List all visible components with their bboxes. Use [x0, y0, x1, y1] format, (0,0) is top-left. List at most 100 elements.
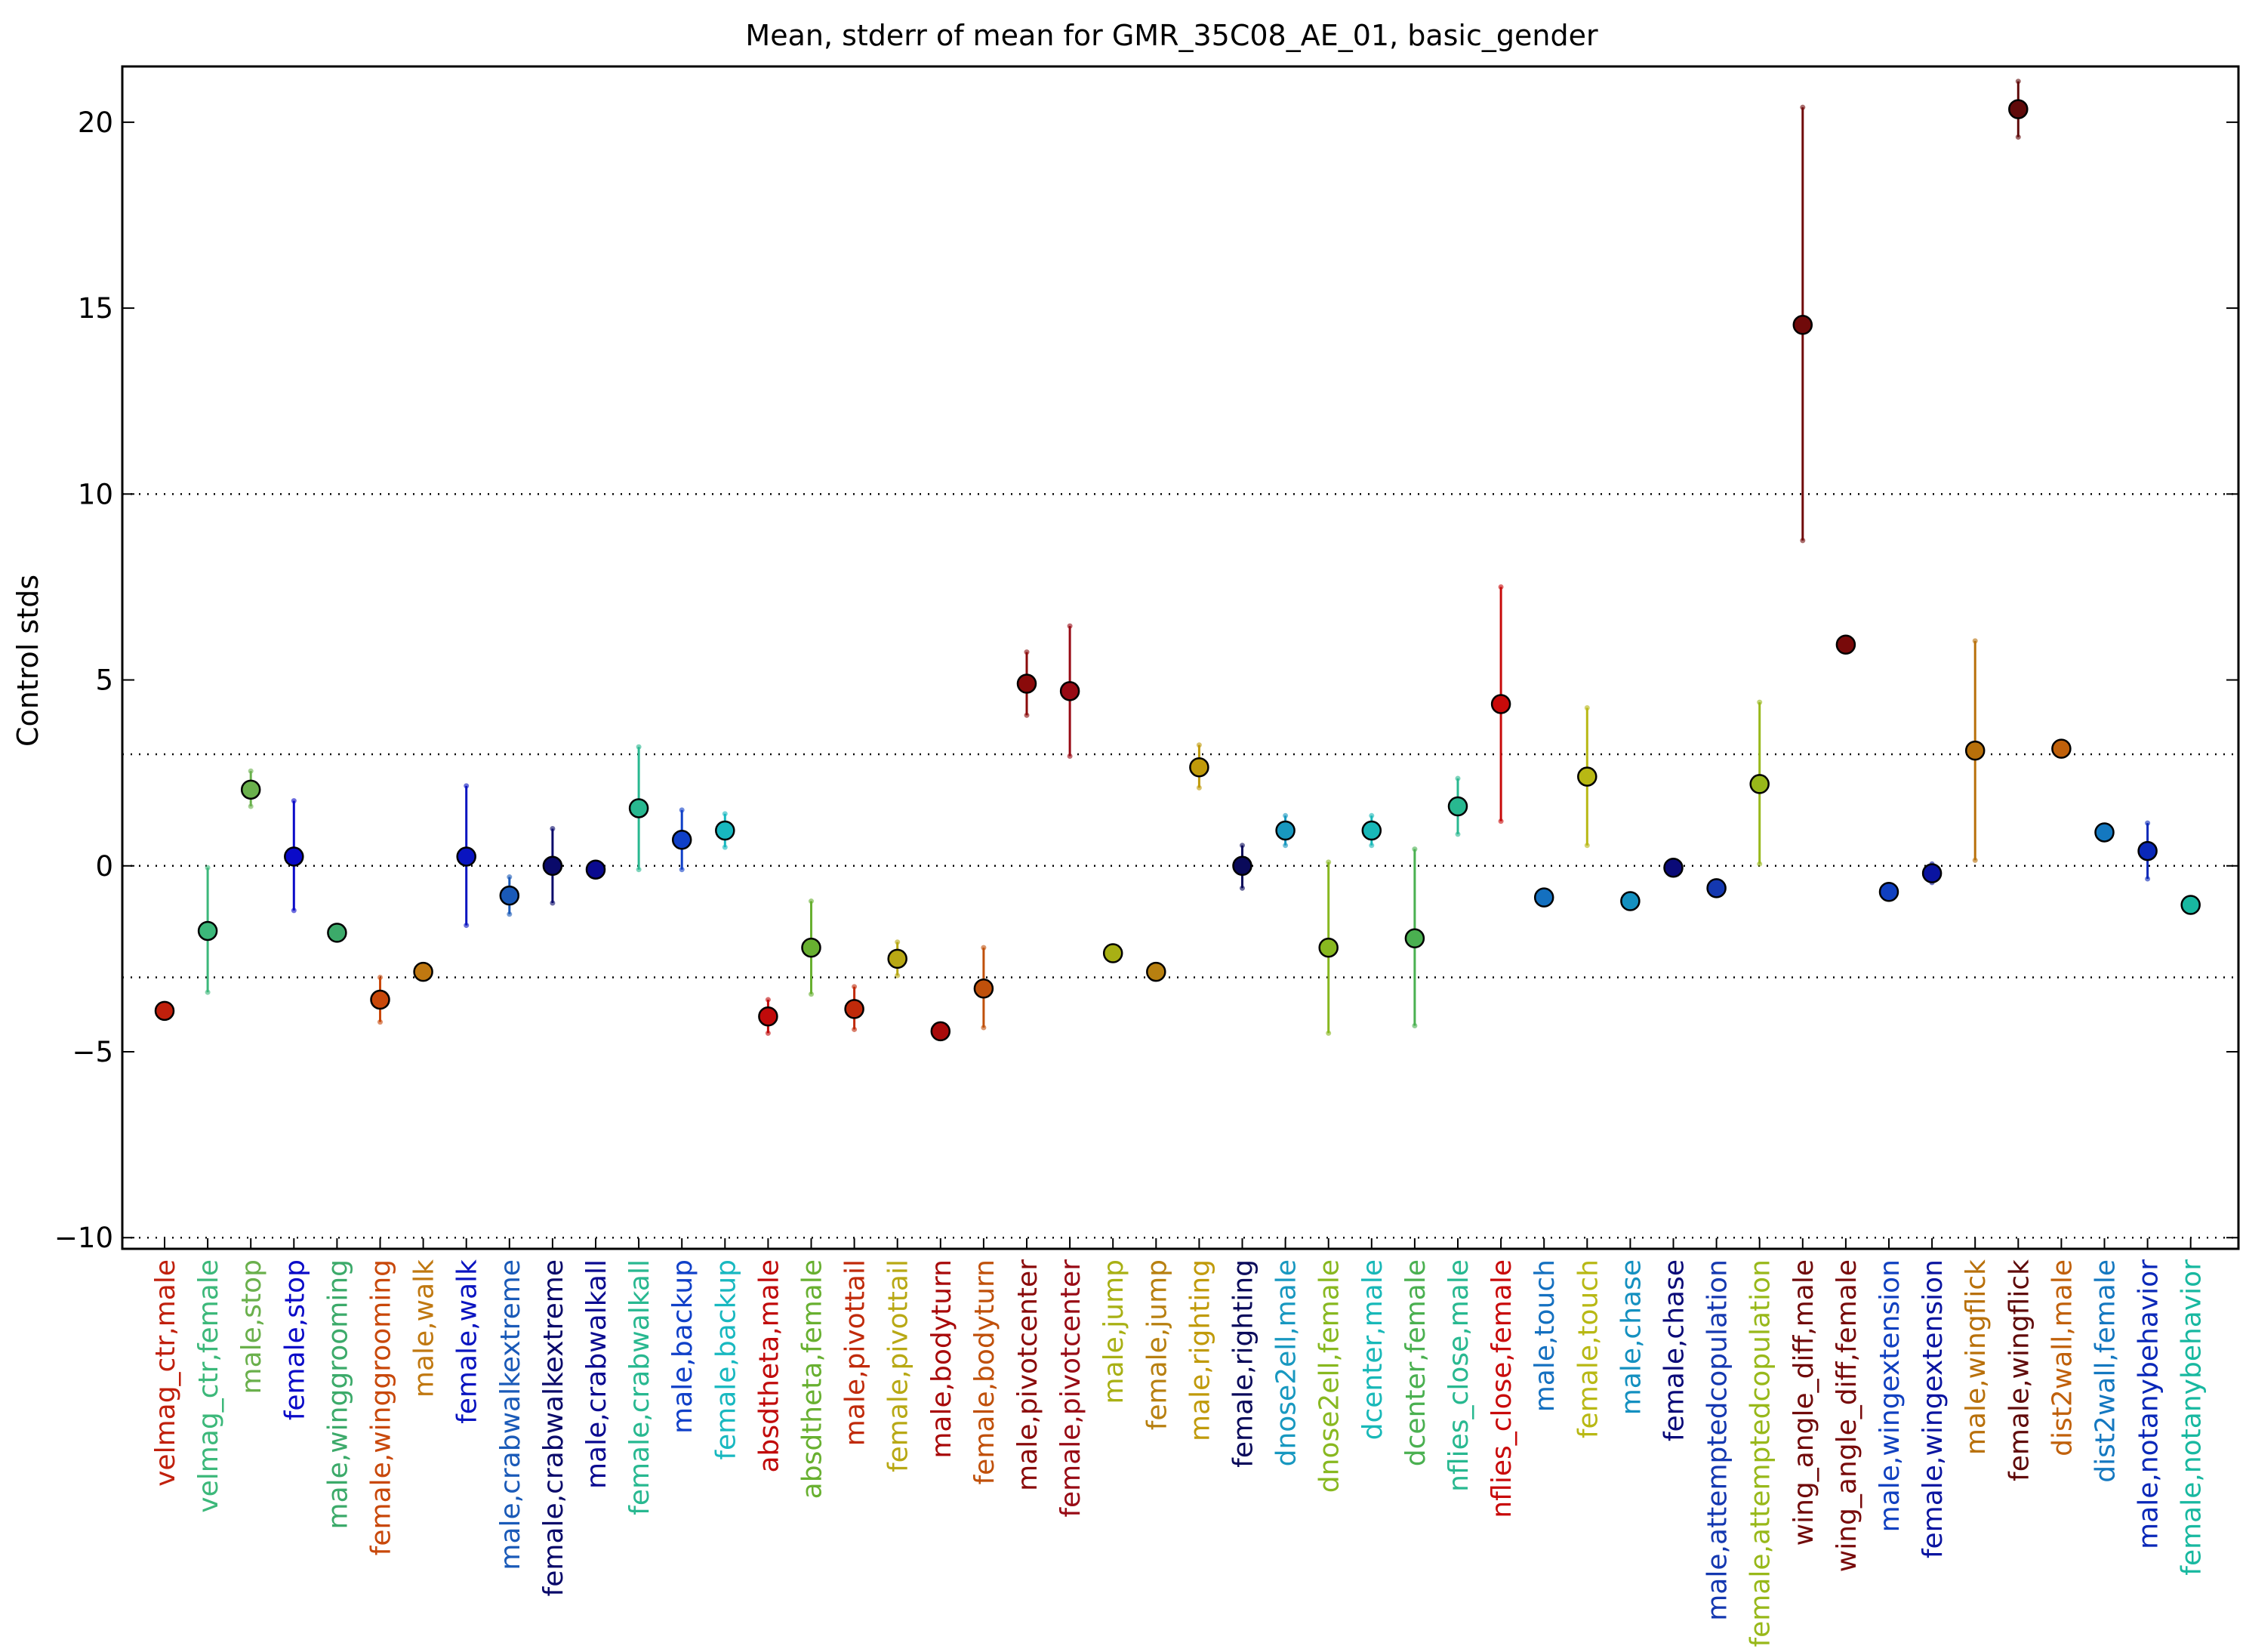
- x-tick-label: female,crabwalkextreme: [538, 1259, 569, 1596]
- mean-point: [197, 920, 218, 942]
- x-tick-label: female,pivotcenter: [1055, 1259, 1086, 1518]
- error-bar-cap: [1067, 623, 1073, 629]
- x-tick-label: male,pivotcenter: [1012, 1259, 1043, 1491]
- x-tick-label: absdtheta,female: [797, 1259, 828, 1499]
- x-tick-label: wing_angle_diff,female: [1832, 1259, 1862, 1572]
- x-tick-label: female,chase: [1659, 1259, 1690, 1441]
- x-tick-label: velmag_ctr,male: [150, 1259, 181, 1487]
- mean-point: [2137, 840, 2158, 861]
- error-bar-cap: [2145, 876, 2151, 882]
- error-bar-cap: [981, 1025, 987, 1031]
- x-tick-label: male,chase: [1616, 1259, 1647, 1415]
- error-bar-cap: [1024, 649, 1030, 655]
- mean-point: [1490, 694, 1511, 714]
- error-bar-cap: [1972, 638, 1978, 644]
- error-bar-cap: [205, 865, 211, 871]
- x-tick-label: female,bodyturn: [969, 1259, 1000, 1485]
- error-bar-cap: [377, 1019, 383, 1025]
- error-bar-cap: [636, 744, 642, 750]
- x-tick-label: absdtheta,male: [753, 1259, 784, 1473]
- x-tick-label: male,stop: [236, 1259, 267, 1394]
- mean-point: [413, 961, 433, 982]
- error-bar-cap: [1196, 742, 1202, 748]
- mean-point: [844, 999, 864, 1019]
- mean-point: [628, 798, 649, 818]
- error-bar-cap: [679, 867, 685, 873]
- mean-point: [370, 989, 390, 1010]
- error-bar-cap: [1326, 1030, 1332, 1036]
- x-tick-label: male,touch: [1530, 1259, 1560, 1412]
- mean-point: [1878, 881, 1899, 902]
- mean-point: [585, 859, 606, 880]
- mean-point: [671, 830, 692, 850]
- error-bar-cap: [1067, 754, 1073, 759]
- error-bar-cap: [895, 972, 901, 979]
- x-tick-label: male,walk: [409, 1259, 440, 1398]
- error-bar-cap: [550, 826, 556, 832]
- mean-point: [715, 820, 735, 841]
- error-bar-cap: [1498, 584, 1504, 590]
- error-bar-cap: [1800, 104, 1806, 110]
- x-tick-label: wing_angle_diff,male: [1788, 1259, 1819, 1546]
- error-bar-cap: [1498, 818, 1504, 824]
- error-bar-cap: [2145, 820, 2151, 826]
- mean-point: [1318, 937, 1339, 958]
- mean-point: [1447, 796, 1468, 817]
- x-tick-label: male,wingextension: [1875, 1259, 1906, 1532]
- x-tick-label: male,righting: [1185, 1259, 1215, 1441]
- y-tick-label: −10: [54, 1222, 113, 1254]
- error-bar-cap: [248, 803, 254, 809]
- error-bar-cap: [464, 923, 470, 929]
- x-tick-label: male,bodyturn: [926, 1259, 957, 1459]
- x-tick-label: dcenter,female: [1400, 1259, 1431, 1466]
- error-bar-cap: [464, 783, 470, 789]
- error-bar-cap: [507, 874, 513, 880]
- x-tick-label: dist2wall,male: [2047, 1259, 2078, 1456]
- mean-point: [1232, 855, 1252, 877]
- mean-point: [1706, 878, 1727, 898]
- mean-point: [456, 846, 476, 867]
- mean-point: [542, 855, 563, 877]
- error-bar-cap: [248, 768, 254, 774]
- mean-point: [240, 779, 261, 800]
- error-bar-cap: [1369, 843, 1375, 849]
- x-tick-label: male,wingflick: [1961, 1259, 1992, 1455]
- y-tick-label: 15: [78, 292, 113, 325]
- error-bar-cap: [852, 1026, 858, 1032]
- x-tick-label: female,jump: [1141, 1259, 1172, 1430]
- y-tick-label: −5: [72, 1036, 113, 1068]
- error-bar-cap: [809, 898, 814, 905]
- y-tick-label: 5: [95, 664, 113, 697]
- reference-lines: [122, 493, 2238, 1239]
- mean-point: [1620, 891, 1641, 911]
- error-bar-cap: [765, 997, 771, 1003]
- y-tick-label: 20: [78, 106, 113, 139]
- x-tick-label: male,pivottail: [840, 1259, 871, 1446]
- mean-point: [1102, 943, 1123, 963]
- x-tick-label: male,winggrooming: [322, 1259, 353, 1530]
- mean-point: [1964, 740, 1986, 761]
- error-bar-cap: [507, 911, 513, 917]
- error-bar-cap: [1757, 861, 1763, 867]
- x-tick-label: female,notanybehavior: [2177, 1259, 2207, 1576]
- mean-point: [1749, 774, 1770, 794]
- x-tick-label: female,crabwalkall: [624, 1259, 655, 1515]
- chart-title: Mean, stderr of mean for GMR_35C08_AE_01…: [745, 19, 1598, 52]
- error-bar-cap: [722, 811, 728, 817]
- x-tick-label: female,touch: [1573, 1259, 1604, 1438]
- x-tick-label: female,stop: [279, 1259, 310, 1420]
- mean-point: [2180, 895, 2201, 915]
- x-tick-label: female,pivottail: [883, 1259, 914, 1472]
- x-tick-label: velmag_ctr,female: [193, 1259, 224, 1513]
- error-bar-cap: [679, 807, 685, 813]
- error-bar-cap: [1283, 812, 1289, 818]
- x-tick-label: male,backup: [667, 1259, 698, 1434]
- x-tick-label: dist2wall,female: [2090, 1259, 2121, 1483]
- mean-point: [2051, 738, 2072, 759]
- mean-point: [1016, 673, 1037, 694]
- x-tick-label: female,winggrooming: [366, 1259, 397, 1555]
- x-tick-label: male,notanybehavior: [2134, 1259, 2164, 1549]
- mean-point: [930, 1021, 951, 1042]
- error-bar-cap: [1455, 831, 1461, 837]
- error-bar-cap: [1369, 812, 1375, 818]
